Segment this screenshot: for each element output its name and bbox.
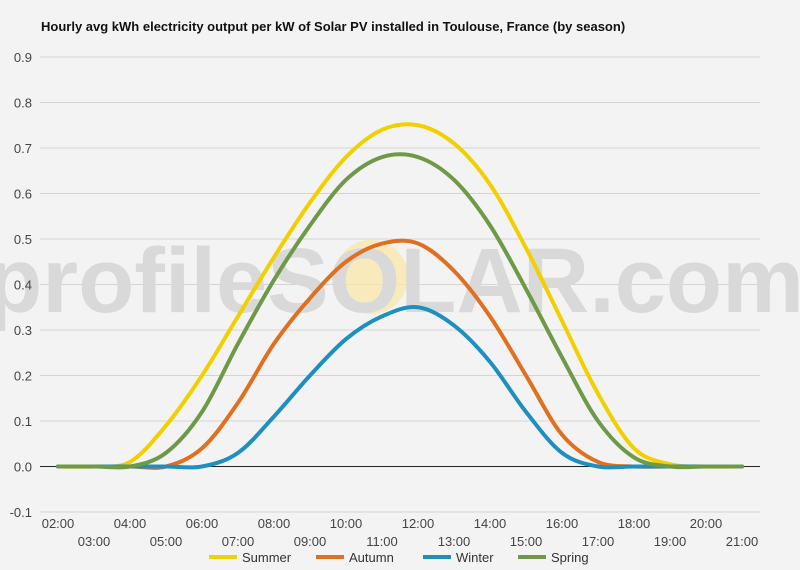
- y-tick-label: 0.2: [14, 369, 32, 384]
- legend: Summer Autumn Winter Spring: [209, 550, 589, 565]
- watermark-text: profileSOLAR.com: [0, 230, 800, 332]
- y-tick-label: 0.8: [14, 96, 32, 111]
- legend-label-autumn: Autumn: [349, 550, 394, 565]
- watermark: profileSOLAR.com: [0, 230, 800, 332]
- x-tick-label: 03:00: [78, 534, 111, 549]
- x-tick-label: 06:00: [186, 516, 219, 531]
- series-line-winter: [56, 304, 744, 470]
- x-tick-label: 20:00: [690, 516, 723, 531]
- x-axis: 02:0003:0004:0005:0006:0007:0008:0009:00…: [42, 516, 759, 549]
- y-tick-label: 0.6: [14, 187, 32, 202]
- gridlines: [40, 56, 760, 513]
- x-tick-label: 14:00: [474, 516, 507, 531]
- x-tick-label: 05:00: [150, 534, 183, 549]
- x-tick-label: 15:00: [510, 534, 543, 549]
- x-tick-label: 17:00: [582, 534, 615, 549]
- y-axis: -0.1 0.0 0.1 0.2 0.3 0.4 0.5 0.6 0.7 0.8 0.9: [10, 50, 32, 520]
- x-tick-label: 16:00: [546, 516, 579, 531]
- chart-title: Hourly avg kWh electricity output per kW…: [41, 19, 626, 34]
- series-line-spring: [56, 152, 744, 470]
- x-tick-label: 09:00: [294, 534, 327, 549]
- x-tick-label: 12:00: [402, 516, 435, 531]
- x-tick-label: 21:00: [726, 534, 759, 549]
- series-lines: [56, 122, 744, 470]
- legend-label-winter: Winter: [456, 550, 494, 565]
- y-tick-label: 0.5: [14, 232, 32, 247]
- y-tick-label: 0.3: [14, 323, 32, 338]
- x-tick-label: 18:00: [618, 516, 651, 531]
- x-tick-label: 08:00: [258, 516, 291, 531]
- legend-label-spring: Spring: [551, 550, 589, 565]
- x-tick-label: 02:00: [42, 516, 75, 531]
- series-line-summer: [56, 122, 744, 469]
- y-tick-label: 0.0: [14, 460, 32, 475]
- x-tick-label: 13:00: [438, 534, 471, 549]
- y-tick-label: 0.9: [14, 50, 32, 65]
- y-tick-label: 0.1: [14, 414, 32, 429]
- x-tick-label: 04:00: [114, 516, 147, 531]
- x-tick-label: 11:00: [366, 534, 398, 549]
- legend-label-summer: Summer: [242, 550, 292, 565]
- y-tick-label: -0.1: [10, 505, 32, 520]
- y-tick-label: 0.4: [14, 278, 32, 293]
- x-tick-label: 10:00: [330, 516, 363, 531]
- y-tick-label: 0.7: [14, 141, 32, 156]
- x-tick-label: 19:00: [654, 534, 687, 549]
- x-tick-label: 07:00: [222, 534, 255, 549]
